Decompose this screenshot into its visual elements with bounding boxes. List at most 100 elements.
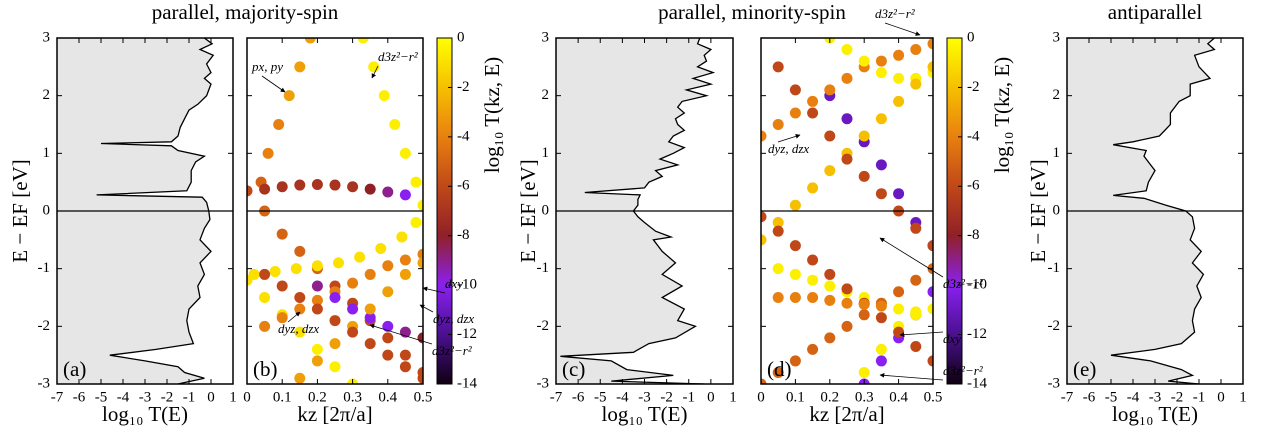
colorbar-tick-label: -10 — [967, 277, 987, 293]
point — [824, 165, 836, 177]
x-tick-label: -3 — [638, 389, 651, 405]
point — [893, 95, 905, 107]
annotation-arrow — [879, 372, 944, 381]
x-axis-label: log₁₀ T(E) — [602, 402, 688, 426]
point — [858, 170, 870, 182]
y-tick-label: -1 — [1048, 260, 1061, 276]
annotation: d3z²−r² — [875, 6, 916, 21]
point — [910, 341, 922, 353]
point — [396, 231, 408, 243]
point — [761, 130, 767, 142]
point — [761, 378, 767, 384]
point — [927, 38, 933, 50]
point — [311, 280, 323, 292]
point — [364, 312, 376, 324]
x-tick-label: 0 — [707, 389, 715, 405]
point — [347, 326, 359, 338]
point — [858, 130, 870, 142]
point — [927, 355, 933, 367]
annotation-arrow — [884, 22, 921, 36]
point — [875, 159, 887, 171]
point — [347, 277, 359, 289]
y-tick-label: -3 — [38, 375, 51, 391]
point — [247, 274, 253, 286]
y-tick-label: -2 — [1048, 318, 1061, 334]
point — [824, 84, 836, 96]
colorbar-tick-label: 0 — [967, 29, 975, 45]
x-tick-label: 0.2 — [308, 389, 327, 405]
point — [410, 176, 422, 188]
y-axis-label: E − EF [eV] — [8, 159, 32, 262]
point — [875, 113, 887, 125]
x-tick-label: -6 — [1083, 389, 1096, 405]
point — [382, 286, 394, 298]
point — [807, 107, 819, 119]
annotation-arrow — [261, 75, 286, 93]
point — [927, 240, 933, 252]
colorbar-tick-label: -4 — [967, 128, 980, 144]
point — [927, 303, 933, 315]
point — [761, 211, 767, 223]
point — [347, 181, 359, 193]
point — [789, 292, 801, 303]
point — [247, 185, 253, 197]
point — [329, 179, 341, 191]
x-tick-label: -5 — [1105, 389, 1118, 405]
y-tick-label: -2 — [38, 318, 51, 334]
point — [789, 355, 801, 367]
point — [789, 84, 801, 96]
point — [417, 257, 423, 269]
panel-title: parallel, majority-spin — [152, 0, 339, 24]
point — [276, 228, 288, 240]
plot-area — [247, 38, 423, 384]
x-axis-label: kz [2π/a] — [297, 402, 372, 426]
point — [789, 107, 801, 119]
point — [875, 355, 887, 367]
point — [259, 292, 271, 303]
point — [824, 130, 836, 142]
point — [807, 292, 819, 303]
panel-label: (e) — [1073, 357, 1096, 381]
point — [927, 61, 933, 73]
y-tick-label: 1 — [43, 145, 51, 161]
y-tick-label: 0 — [542, 202, 550, 218]
colorbar — [436, 37, 453, 385]
point — [294, 61, 306, 73]
panel-title: parallel, minority-spin — [658, 0, 846, 24]
annotation: dxy — [943, 331, 961, 346]
x-tick-label: -7 — [550, 389, 563, 405]
y-axis-label: E − EF [eV] — [1026, 159, 1050, 262]
panel: 0 0.1 0.2 0.3 0.4 0.5kz [2π/a](d)0-2-4-6-8-10… — [757, 6, 1014, 426]
colorbar-tick-label: -2 — [967, 79, 980, 95]
point — [927, 286, 933, 298]
point — [893, 286, 905, 298]
point — [910, 44, 922, 56]
point — [875, 312, 887, 324]
point — [283, 90, 295, 102]
point — [329, 315, 341, 327]
point — [875, 188, 887, 200]
annotation-arrow — [879, 237, 944, 278]
x-axis-label: log₁₀ T(E) — [1112, 402, 1198, 426]
x-tick-label: 0.3 — [855, 389, 874, 405]
point — [824, 294, 836, 306]
point — [382, 260, 394, 272]
point — [378, 90, 390, 102]
x-tick-label: 1 — [1239, 389, 1247, 405]
annotation-arrow — [287, 311, 301, 323]
point — [382, 349, 394, 361]
point — [824, 332, 836, 344]
colorbar-tick-label: -12 — [967, 326, 987, 342]
point — [399, 189, 411, 201]
plot-area — [761, 38, 933, 384]
point — [294, 292, 306, 303]
x-tick-label: 0.3 — [343, 389, 362, 405]
colorbar-tick-label: -14 — [967, 375, 987, 391]
y-tick-label: 3 — [1053, 29, 1061, 45]
plot-area — [556, 38, 716, 384]
annotation-arrow — [777, 134, 801, 143]
annotation: dxy — [445, 276, 463, 291]
point — [304, 38, 316, 44]
annotation: dyz, dzx — [278, 321, 319, 336]
